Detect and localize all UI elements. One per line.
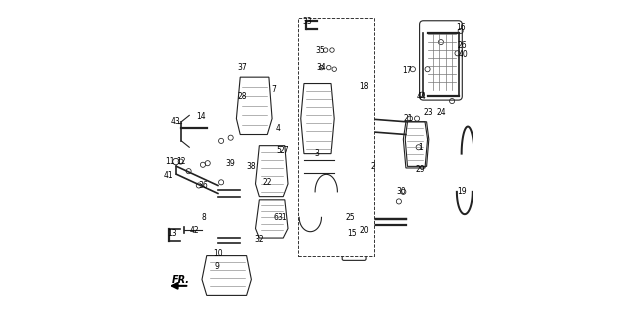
Text: 1: 1 xyxy=(418,143,423,152)
Text: 17: 17 xyxy=(403,66,413,75)
Text: 22: 22 xyxy=(263,178,272,187)
Text: 37: 37 xyxy=(238,63,248,72)
Text: 35: 35 xyxy=(315,45,325,55)
Text: 39: 39 xyxy=(225,159,235,168)
Text: 23: 23 xyxy=(423,108,433,117)
Text: 13: 13 xyxy=(167,229,177,238)
Bar xyxy=(298,18,374,256)
Text: FR.: FR. xyxy=(172,276,190,285)
Text: 38: 38 xyxy=(246,162,256,171)
Text: 43: 43 xyxy=(171,117,181,126)
Text: 44: 44 xyxy=(416,92,426,101)
Text: 40: 40 xyxy=(458,50,468,59)
Text: 30: 30 xyxy=(396,188,406,196)
FancyArrowPatch shape xyxy=(172,283,186,289)
Text: 24: 24 xyxy=(436,108,446,117)
Text: 34: 34 xyxy=(316,63,325,72)
Text: 19: 19 xyxy=(457,188,466,196)
Text: 7: 7 xyxy=(271,85,276,94)
Text: 42: 42 xyxy=(189,226,199,235)
Text: 20: 20 xyxy=(360,226,369,235)
Text: 31: 31 xyxy=(278,213,287,222)
Text: 6: 6 xyxy=(273,213,278,222)
Text: 16: 16 xyxy=(456,23,466,32)
Text: 21: 21 xyxy=(404,114,413,123)
FancyBboxPatch shape xyxy=(419,21,462,100)
Text: 5: 5 xyxy=(277,146,282,155)
Text: 29: 29 xyxy=(416,165,425,174)
Text: 12: 12 xyxy=(176,157,186,166)
Text: 33: 33 xyxy=(302,17,312,26)
Text: 11: 11 xyxy=(166,157,175,166)
Text: 10: 10 xyxy=(213,250,223,259)
Text: 18: 18 xyxy=(359,82,369,91)
Text: 15: 15 xyxy=(347,229,357,238)
Text: 8: 8 xyxy=(201,213,206,222)
Text: 3: 3 xyxy=(314,149,319,158)
Text: 28: 28 xyxy=(237,92,246,101)
Text: 36: 36 xyxy=(199,181,208,190)
Text: 41: 41 xyxy=(164,172,173,180)
Text: 9: 9 xyxy=(215,262,219,271)
FancyBboxPatch shape xyxy=(342,224,366,260)
Text: 26: 26 xyxy=(458,41,467,50)
Text: 4: 4 xyxy=(276,124,281,132)
Text: 14: 14 xyxy=(196,113,206,122)
Text: 25: 25 xyxy=(345,213,355,222)
Text: 27: 27 xyxy=(280,146,289,155)
Text: 32: 32 xyxy=(255,235,264,244)
Text: 2: 2 xyxy=(370,162,375,171)
